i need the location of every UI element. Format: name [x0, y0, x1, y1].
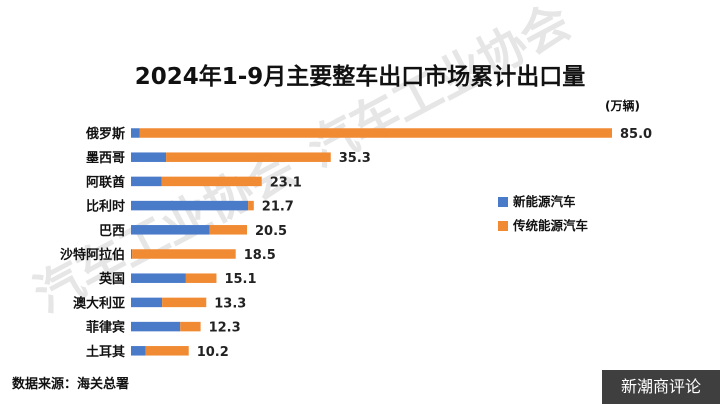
category-label: 比利时 [86, 199, 125, 215]
value-label: 10.2 [197, 345, 229, 360]
bar-segment-ice [180, 321, 201, 332]
value-label: 13.3 [214, 296, 246, 311]
bar-segment-nev [131, 128, 140, 138]
bar-segment-nev [131, 152, 167, 162]
value-label: 20.5 [255, 224, 287, 239]
bar-segment-nev [131, 200, 249, 211]
unit-label: (万辆) [605, 98, 640, 113]
value-label: 85.0 [620, 127, 652, 142]
category-label: 阿联酋 [86, 174, 125, 190]
bar-segment-nev [131, 297, 163, 308]
legend: 新能源汽车 传统能源汽车 [498, 194, 589, 233]
bar-segment-ice [185, 273, 217, 283]
category-label: 墨西哥 [86, 150, 125, 166]
value-labels: 85.0 35.3 23.1 21.7 20.5 18.5 15.1 13.3 12.3 10.2 [197, 127, 652, 360]
category-label: 澳大利亚 [73, 295, 125, 311]
category-label: 沙特阿拉伯 [60, 247, 125, 263]
bar-segment-nev [131, 176, 162, 187]
legend-label-ice: 传统能源汽车 [512, 218, 589, 233]
bar-segment-nev [131, 321, 181, 332]
bar-segment-ice [166, 152, 331, 162]
value-label: 12.3 [209, 321, 241, 336]
bar-segment-ice [209, 225, 248, 235]
data-source: 数据来源：海关总署 [12, 376, 129, 392]
bar-segment-ice [139, 128, 613, 138]
bar-segment-ice [162, 297, 207, 308]
value-label: 35.3 [339, 151, 371, 166]
value-label: 18.5 [244, 248, 276, 263]
brand-text: 新潮商评论 [621, 377, 701, 396]
legend-label-nev: 新能源汽车 [513, 194, 576, 209]
chart-title: 2024年1-9月主要整车出口市场累计出口量 [135, 63, 586, 90]
bar-segment-ice [145, 346, 189, 356]
bars-group [131, 128, 613, 356]
value-label: 21.7 [262, 200, 294, 215]
value-label: 15.1 [224, 272, 256, 287]
bar-segment-ice [248, 200, 254, 211]
bar-segment-nev [131, 249, 133, 259]
brand-badge: 新潮商评论 [602, 370, 720, 404]
category-label: 菲律宾 [86, 320, 125, 336]
category-label: 英国 [98, 271, 125, 287]
bar-segment-ice [132, 249, 236, 259]
category-label: 俄罗斯 [85, 126, 125, 142]
bar-segment-ice [161, 176, 262, 187]
brand-background [602, 370, 720, 404]
legend-swatch-ice [498, 221, 508, 231]
category-label: 土耳其 [86, 344, 125, 360]
bar-segment-nev [131, 346, 146, 356]
legend-swatch-nev [498, 197, 508, 207]
value-label: 23.1 [270, 175, 302, 190]
category-label: 巴西 [99, 224, 125, 239]
bar-segment-nev [131, 273, 186, 283]
bar-segment-nev [131, 225, 210, 235]
